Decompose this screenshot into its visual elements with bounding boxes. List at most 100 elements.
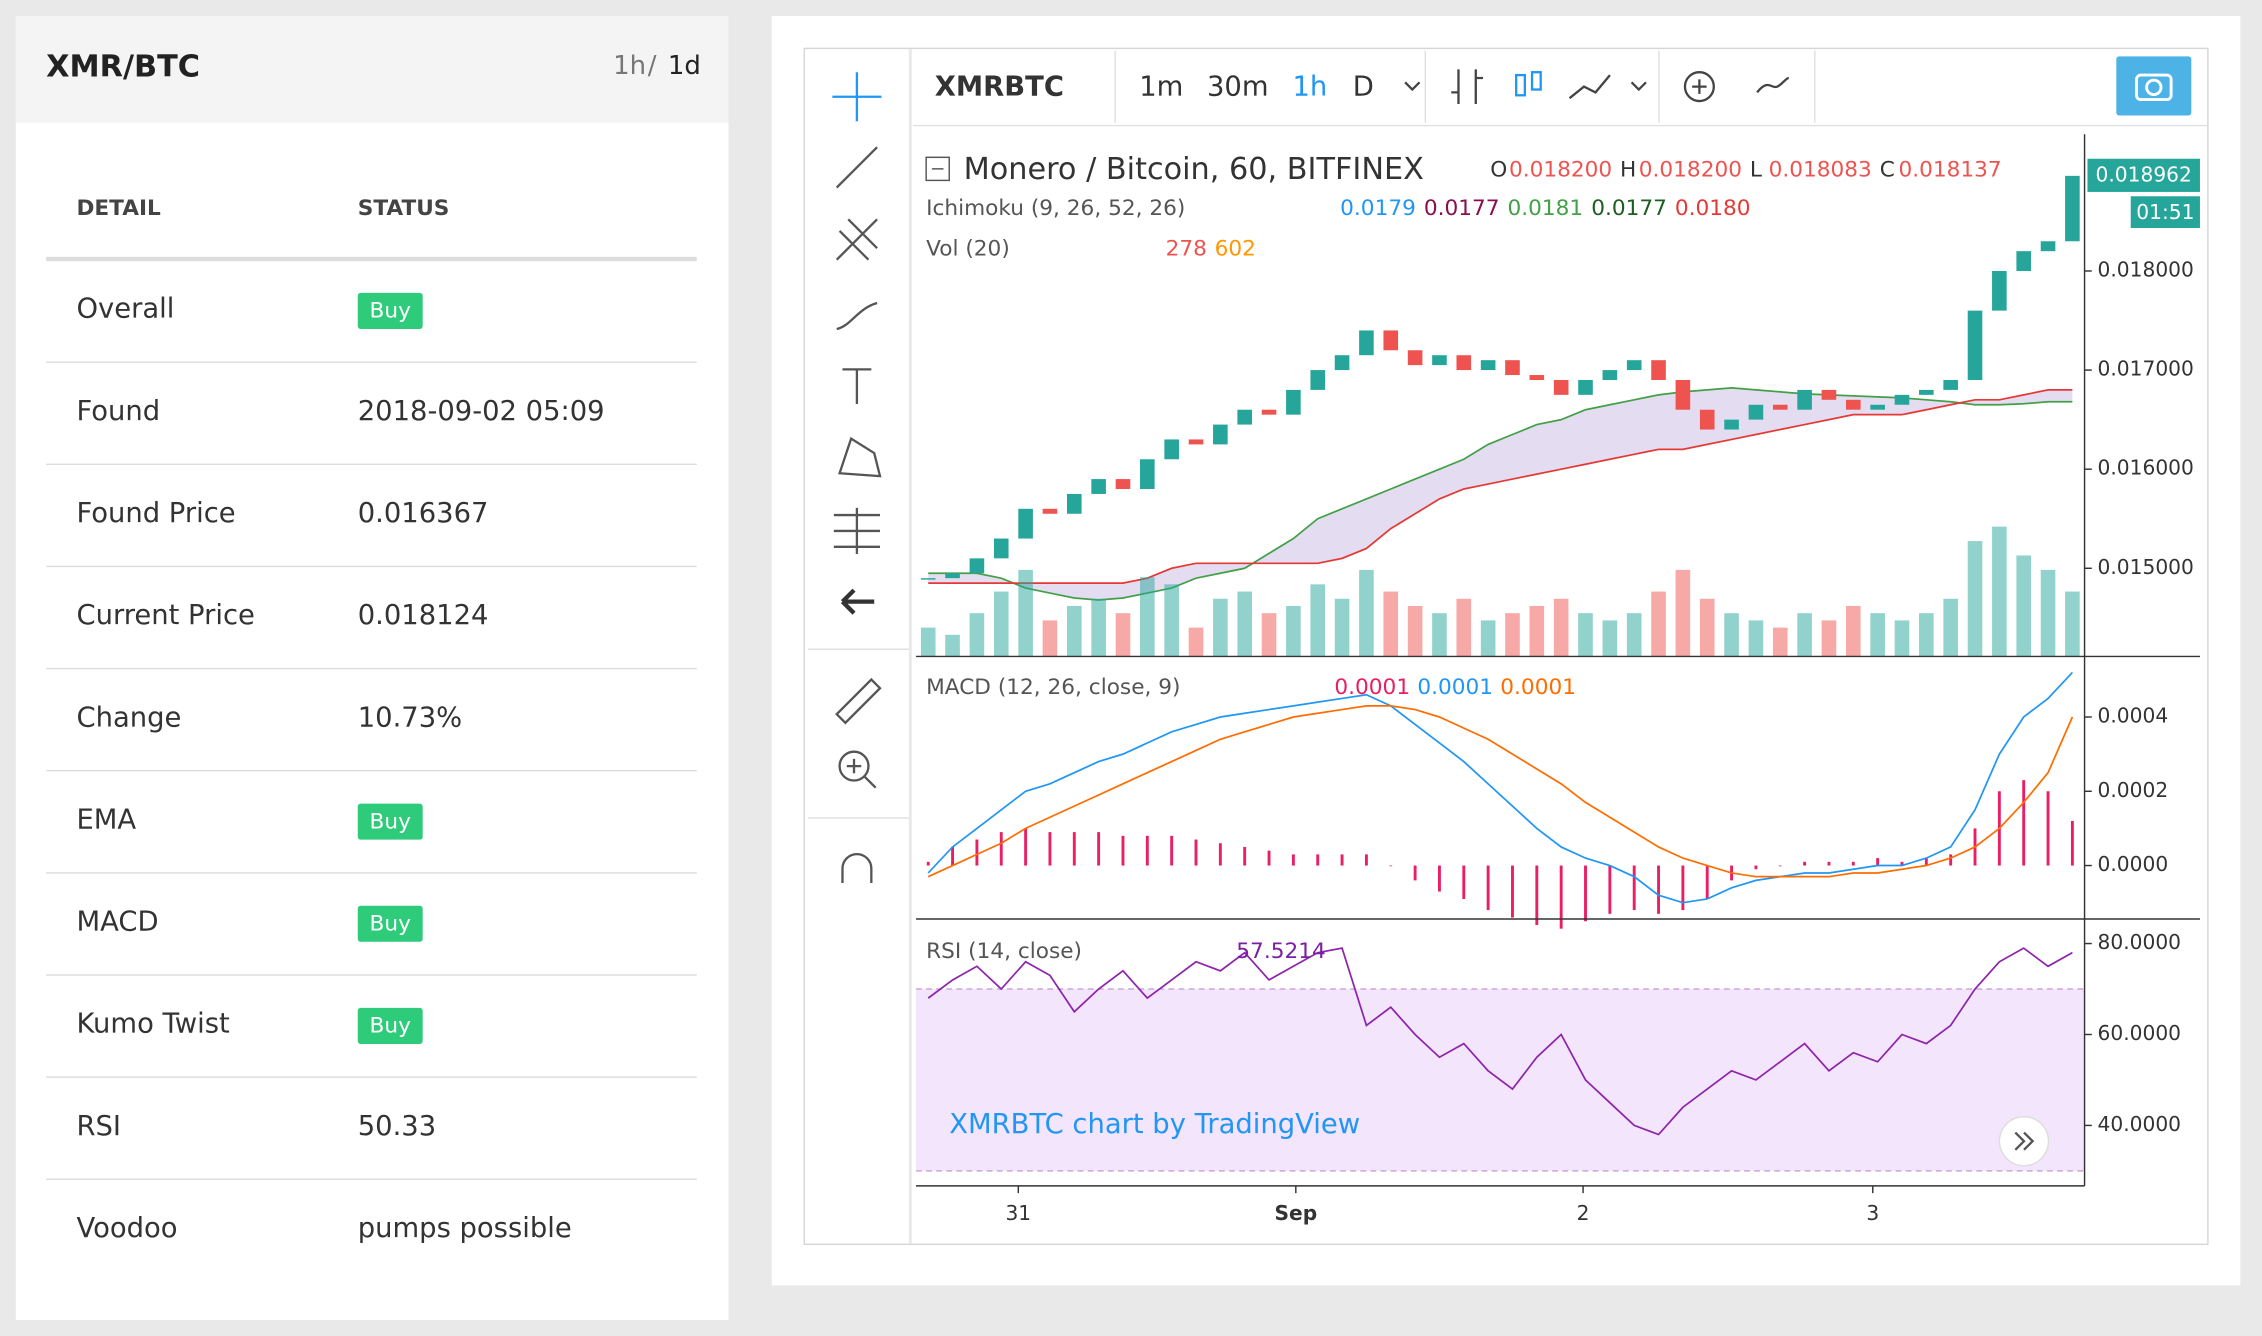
candle — [1237, 409, 1252, 425]
plot — [916, 175, 2085, 1172]
camera-icon — [2135, 73, 2173, 102]
countdown: 01:51 — [2136, 200, 2194, 224]
scroll-icon — [2014, 1131, 2035, 1151]
ohlc-value: 0.018200 — [1509, 157, 1612, 182]
macd-hist — [1535, 865, 1539, 925]
candle — [1675, 379, 1691, 410]
legend-value: 0.0180 — [1675, 196, 1751, 221]
macd-hist — [1511, 865, 1514, 918]
chart-tools[interactable] — [1404, 69, 1790, 104]
candle — [1407, 350, 1423, 366]
tf-1d[interactable]: 1d — [668, 51, 701, 81]
span-a — [928, 387, 2073, 601]
macd-hist — [1389, 865, 1393, 867]
candle — [1383, 330, 1399, 351]
x-tick-label: Sep — [1274, 1201, 1317, 1225]
drawing-tools[interactable] — [832, 72, 882, 883]
camera-lens — [2145, 78, 2163, 97]
snapshot-button[interactable] — [2116, 56, 2192, 116]
volume-bar — [1967, 541, 1983, 657]
candle — [969, 558, 985, 574]
macd-hist — [1024, 828, 1028, 866]
macd-hist — [1194, 839, 1198, 866]
candle — [1310, 370, 1326, 390]
tf-1h[interactable]: 1h — [613, 51, 646, 81]
macd-hist — [1462, 865, 1466, 899]
macd-hist — [926, 861, 930, 866]
volume-bar — [1115, 613, 1131, 657]
candle — [1967, 310, 1983, 380]
status-badge — [357, 803, 423, 840]
volume-bar — [1748, 620, 1764, 657]
price-tick-label: 0.018000 — [2098, 257, 2194, 281]
legend-value: 0.0179 — [1340, 196, 1416, 221]
status-badge — [357, 905, 423, 942]
row-value: 50.33 — [358, 1111, 436, 1142]
volume-bar — [1018, 569, 1033, 657]
volume-bar — [1894, 620, 1910, 657]
interval[interactable]: 30m — [1207, 72, 1269, 103]
volume-bar — [1602, 620, 1618, 657]
macd-hist — [1924, 858, 1928, 866]
volume-bar — [1456, 598, 1472, 657]
macd-hist — [1876, 858, 1880, 866]
macd-hist — [1243, 846, 1247, 866]
volume-bar — [1821, 620, 1837, 657]
volume-bar — [1870, 613, 1885, 657]
candle — [1845, 399, 1861, 410]
volume-bar — [1286, 605, 1301, 657]
volume-bar — [1066, 605, 1082, 657]
candle — [920, 578, 936, 580]
candle — [945, 573, 960, 579]
interval[interactable]: 1m — [1139, 72, 1183, 103]
macd-hist — [951, 846, 955, 866]
legend-value: 0.0001 — [1500, 675, 1576, 700]
rsi-line — [927, 947, 2073, 1136]
watermark[interactable]: XMRBTC chart by TradingView — [949, 1109, 1360, 1140]
macd-hist — [1340, 854, 1344, 866]
candle — [1091, 479, 1106, 494]
volume-bar — [1042, 620, 1058, 657]
macd-hist — [1754, 865, 1758, 870]
macd-tick-label: 0.0004 — [2098, 703, 2169, 727]
ohlc-key: L — [1750, 157, 1762, 182]
candle — [1164, 439, 1179, 460]
volume-bar — [1359, 569, 1374, 657]
macd-hist — [1048, 832, 1052, 866]
macd-hist — [1851, 861, 1855, 866]
symbol[interactable]: XMRBTC — [935, 72, 1064, 103]
candle — [993, 538, 1009, 559]
macd-hist — [1657, 865, 1660, 914]
row-value: 0.018124 — [358, 600, 489, 631]
volume-bar — [1553, 598, 1569, 657]
interval[interactable]: D — [1353, 72, 1374, 103]
candle — [1334, 355, 1350, 371]
row-label: MACD — [76, 907, 158, 938]
legend-value: 0.0001 — [1417, 675, 1493, 700]
volume-bar — [1699, 598, 1715, 657]
interval[interactable]: 1h — [1292, 72, 1327, 103]
row-value: 2018-09-02 05:09 — [358, 396, 605, 427]
macd-hist — [975, 839, 979, 866]
collapse-toggle[interactable] — [925, 156, 950, 182]
candle — [1626, 360, 1642, 371]
candle — [1213, 424, 1228, 445]
row-label: Current Price — [76, 600, 254, 631]
macd-hist — [1778, 865, 1782, 867]
candle — [1432, 355, 1447, 366]
volume-bar — [2040, 569, 2056, 657]
candle — [1018, 508, 1033, 539]
macd-hist — [1705, 865, 1709, 899]
volume-bar — [1310, 584, 1326, 657]
span-b — [928, 389, 2073, 584]
col-header: STATUS — [358, 196, 450, 221]
ohlc-key: O — [1490, 157, 1507, 182]
macd-hist — [1632, 865, 1636, 911]
volume-bar — [1675, 569, 1691, 657]
candle — [1943, 379, 1958, 390]
macd-hist — [1072, 832, 1076, 866]
candle — [1699, 409, 1715, 430]
volume-bar — [920, 627, 936, 657]
legend-value: 278 — [1166, 237, 1207, 262]
legend-value: 0.0001 — [1334, 675, 1410, 700]
